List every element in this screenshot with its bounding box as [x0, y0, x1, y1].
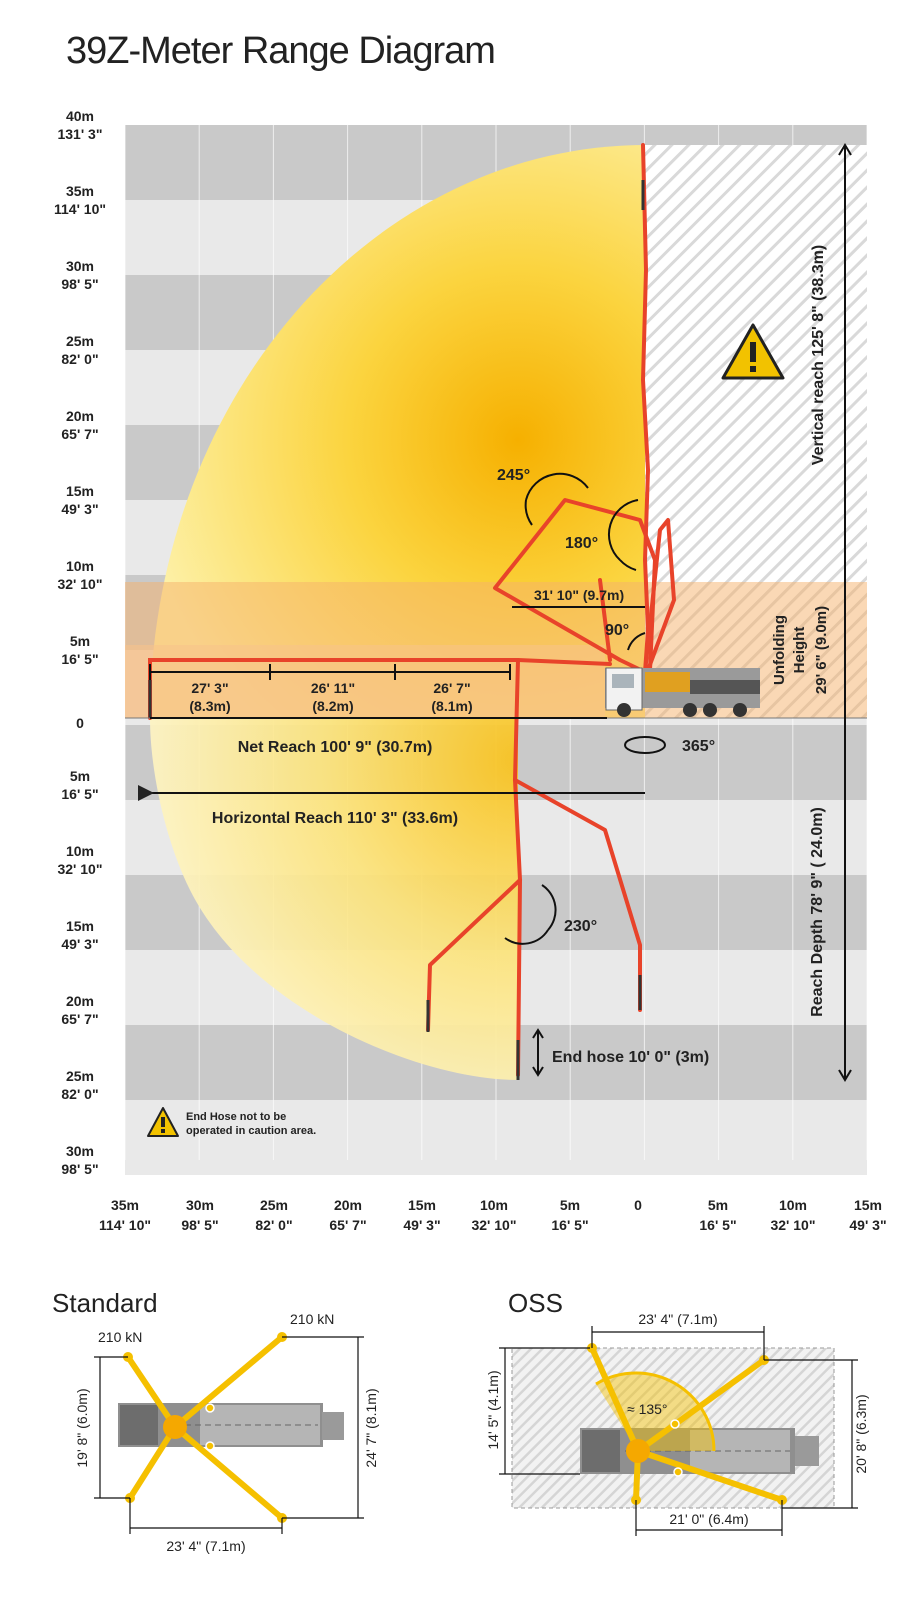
y-tick-meters: 35m [66, 183, 94, 199]
standard-load-right: 210 kN [290, 1311, 334, 1327]
x-tick-meters: 30m [186, 1197, 214, 1213]
x-tick-meters: 5m [708, 1197, 728, 1213]
y-tick-feet: 49' 3" [61, 936, 98, 952]
y-tick-meters: 25m [66, 1068, 94, 1084]
reach-depth-label: Reach Depth 78' 9" ( 24.0m) [809, 807, 826, 1017]
angle-180-label: 180° [565, 535, 598, 552]
standard-dim-right: 24' 7" (8.1m) [363, 1388, 379, 1467]
y-tick-meters: 5m [70, 768, 90, 784]
y-tick-feet: 49' 3" [61, 501, 98, 517]
x-tick-feet: 65' 7" [329, 1217, 366, 1233]
y-tick-meters: 30m [66, 258, 94, 274]
y-tick-meters: 30m [66, 1143, 94, 1159]
y-tick-feet: 98' 5" [61, 276, 98, 292]
segment2-m: (8.2m) [312, 698, 353, 714]
standard-dim-left: 19' 8" (6.0m) [74, 1388, 90, 1467]
x-tick-feet: 16' 5" [551, 1217, 588, 1233]
horizontal-reach-label: Horizontal Reach 110' 3" (33.6m) [212, 810, 458, 827]
y-axis-labels: 40m 131' 3" 35m 114' 10" 30m 98' 5" 25m 82' 0" 2… [54, 108, 106, 1177]
unfolding-label-1: Unfolding [771, 615, 788, 685]
x-tick-feet: 49' 3" [403, 1217, 440, 1233]
standard-load-left: 210 kN [98, 1329, 142, 1345]
y-tick-feet: 82' 0" [61, 1086, 98, 1102]
oss-angle-label: ≈ 135° [627, 1401, 668, 1417]
y-tick-meters: 10m [66, 558, 94, 574]
y-tick-feet: 65' 7" [61, 1011, 98, 1027]
segment3-ft: 26' 7" [433, 680, 470, 696]
y-tick-meters: 15m [66, 483, 94, 499]
x-tick-meters: 10m [480, 1197, 508, 1213]
unfold-width-label: 31' 10" (9.7m) [534, 587, 624, 603]
oss-dim-top: 23' 4" (7.1m) [638, 1311, 717, 1327]
x-axis-labels: 35m 114' 10" 30m 98' 5" 25m 82' 0" 20m 65' 7" 15… [99, 1197, 887, 1233]
y-tick-meters: 25m [66, 333, 94, 349]
x-tick-meters: 5m [560, 1197, 580, 1213]
x-tick-meters: 20m [334, 1197, 362, 1213]
y-tick-feet: 98' 5" [61, 1161, 98, 1177]
segment1-ft: 27' 3" [191, 680, 228, 696]
segment3-m: (8.1m) [431, 698, 472, 714]
y-tick-meters: 20m [66, 408, 94, 424]
x-tick-feet: 114' 10" [99, 1217, 151, 1233]
oss-dim-left: 14' 5" (4.1m) [485, 1370, 501, 1449]
y-tick-feet: 65' 7" [61, 426, 98, 442]
net-reach-label: Net Reach 100' 9" (30.7m) [238, 739, 433, 756]
y-tick-feet: 131' 3" [57, 126, 102, 142]
y-tick-meters: 0 [76, 715, 84, 731]
standard-truck [118, 1403, 344, 1447]
y-tick-meters: 20m [66, 993, 94, 1009]
y-tick-feet: 16' 5" [61, 651, 98, 667]
x-tick-feet: 32' 10" [471, 1217, 516, 1233]
oss-title: OSS [508, 1288, 563, 1318]
oss-dim-bottom: 21' 0" (6.4m) [669, 1511, 748, 1527]
x-tick-meters: 0 [634, 1197, 642, 1213]
x-tick-meters: 10m [779, 1197, 807, 1213]
y-tick-meters: 15m [66, 918, 94, 934]
end-hose-label: End hose 10' 0" (3m) [552, 1049, 709, 1066]
y-tick-feet: 32' 10" [57, 861, 102, 877]
angle-245-label: 245° [497, 467, 530, 484]
y-tick-feet: 16' 5" [61, 786, 98, 802]
y-tick-meters: 10m [66, 843, 94, 859]
oss-dim-right: 20' 8" (6.3m) [853, 1394, 869, 1473]
y-tick-feet: 114' 10" [54, 201, 106, 217]
x-tick-meters: 15m [854, 1197, 882, 1213]
x-tick-feet: 16' 5" [699, 1217, 736, 1233]
y-tick-feet: 32' 10" [57, 576, 102, 592]
x-tick-feet: 32' 10" [770, 1217, 815, 1233]
caution-note-1: End Hose not to be [186, 1111, 286, 1123]
angle-230-label: 230° [564, 918, 597, 935]
x-tick-feet: 98' 5" [181, 1217, 218, 1233]
x-tick-feet: 49' 3" [849, 1217, 886, 1233]
standard-title: Standard [52, 1288, 158, 1318]
x-tick-meters: 25m [260, 1197, 288, 1213]
angle-90-label: 90° [605, 622, 629, 639]
segment1-m: (8.3m) [189, 698, 230, 714]
y-tick-feet: 82' 0" [61, 351, 98, 367]
y-tick-meters: 5m [70, 633, 90, 649]
unfolding-label-3: 29' 6" (9.0m) [813, 606, 830, 694]
x-tick-meters: 15m [408, 1197, 436, 1213]
angle-365-label: 365° [682, 738, 715, 755]
x-tick-feet: 82' 0" [255, 1217, 292, 1233]
vertical-reach-label: Vertical reach 125' 8" (38.3m) [810, 245, 827, 465]
standard-dim-bottom: 23' 4" (7.1m) [166, 1538, 245, 1554]
x-tick-meters: 35m [111, 1197, 139, 1213]
segment2-ft: 26' 11" [311, 680, 355, 696]
caution-note-2: operated in caution area. [186, 1125, 316, 1137]
unfolding-label-2: Height [791, 627, 808, 674]
y-tick-meters: 40m [66, 108, 94, 124]
